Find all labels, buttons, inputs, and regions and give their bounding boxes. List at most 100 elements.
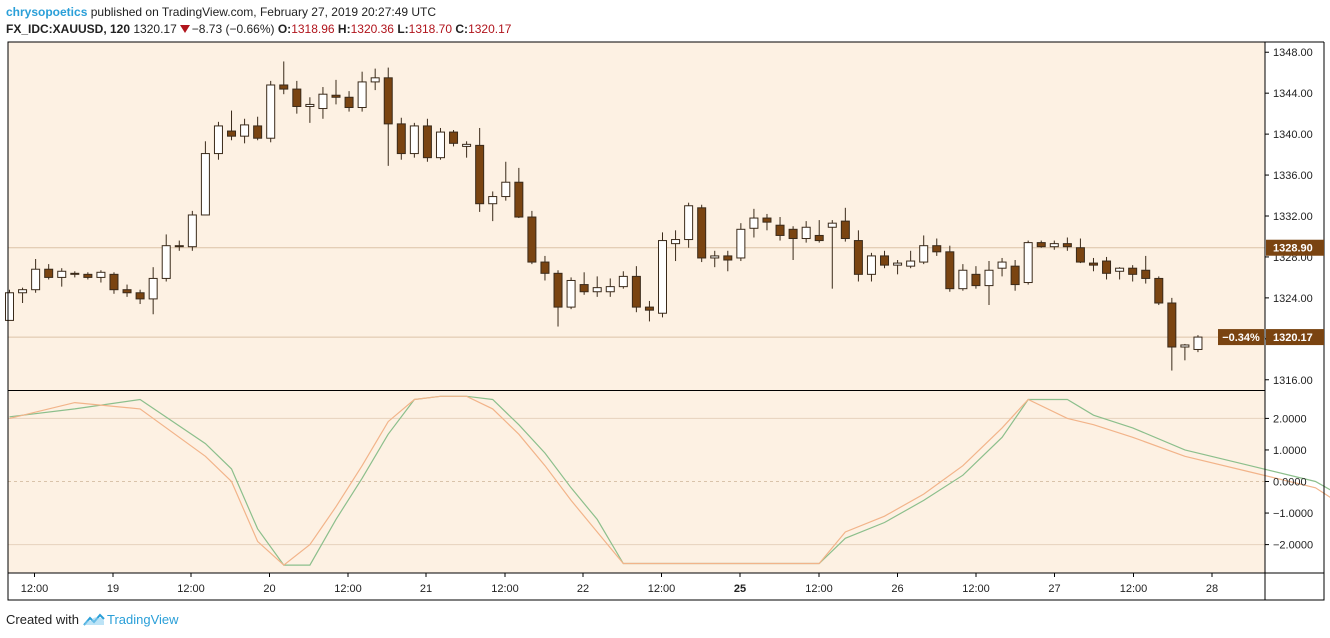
candle-down — [971, 273, 981, 287]
candle-up — [893, 262, 903, 266]
candle-up — [997, 261, 1007, 269]
time-tick-label: 27 — [1048, 583, 1060, 595]
created-with-text: Created with — [6, 612, 79, 627]
price-tick-label: 1344.00 — [1273, 88, 1313, 100]
candle-down — [762, 217, 772, 223]
candle-down — [853, 240, 863, 275]
time-axis[interactable]: 12:00 19 12:00 20 12:00 21 12:00 22 12:00 25 12:00… — [21, 573, 1218, 595]
candle-up — [187, 214, 197, 248]
down-arrow-icon — [179, 25, 190, 33]
candle-up — [213, 125, 223, 155]
indicator-tick-label: 1.0000 — [1273, 445, 1307, 457]
candle-up — [684, 205, 694, 241]
price-tick-label: 1332.00 — [1273, 211, 1313, 223]
candle-down — [422, 125, 432, 159]
candle-down — [44, 268, 54, 278]
close-value: 1320.17 — [468, 22, 512, 36]
candle-up — [266, 84, 276, 139]
high-label: H: — [337, 22, 351, 36]
stoch-d-line — [9, 395, 1330, 566]
candle-up — [462, 143, 472, 147]
time-tick-label: 12:00 — [648, 583, 676, 595]
indicator-tick-label: 2.0000 — [1273, 413, 1307, 425]
time-tick-label: 12:00 — [334, 583, 362, 595]
price-tag-box — [1266, 329, 1324, 346]
candle-up — [200, 153, 210, 216]
candle-up — [96, 271, 106, 278]
candle-up — [958, 269, 968, 290]
open-value: 1318.96 — [291, 22, 335, 36]
candle-down — [70, 272, 80, 275]
candle-down — [1036, 242, 1046, 248]
candle-down — [1167, 302, 1177, 348]
candle-down — [697, 207, 707, 259]
price-tag-label: 1320.17 — [1273, 332, 1313, 344]
candle-up — [658, 240, 667, 314]
candle-up — [409, 125, 419, 155]
tradingview-brand[interactable]: TradingView — [106, 612, 179, 627]
candle-down — [344, 96, 354, 109]
candle-up — [566, 279, 576, 308]
candle-up — [1115, 267, 1125, 272]
indicator-axis[interactable]: 2.0000 1.0000 0.0000 −1.0000 −2.0000 — [1265, 413, 1313, 552]
candle-down — [631, 275, 641, 308]
candle-up — [31, 268, 41, 291]
footer: Created with TradingView — [6, 612, 179, 630]
open-label: O: — [277, 22, 292, 36]
candle-down — [553, 272, 563, 308]
candle-up — [370, 77, 380, 83]
time-tick-label: 12:00 — [805, 583, 833, 595]
time-tick-label: 22 — [577, 583, 589, 595]
time-tick-label: 28 — [1206, 583, 1218, 595]
candle-down — [514, 181, 524, 218]
candle-down — [579, 284, 589, 293]
candle-down — [1075, 247, 1085, 263]
candle-up — [488, 196, 498, 205]
candle-down — [945, 251, 955, 290]
candle-up — [305, 103, 315, 107]
candle-down — [527, 216, 537, 263]
candles-layer — [5, 61, 1203, 371]
candle-down — [292, 88, 302, 107]
candle-up — [710, 255, 720, 259]
price-tag-label: 1328.90 — [1273, 243, 1313, 255]
author-name[interactable]: chrysopoetics — [6, 5, 88, 19]
candle-down — [331, 94, 341, 98]
indicator-pane-background — [8, 390, 1265, 573]
candle-up — [801, 226, 811, 240]
candle-down — [1128, 267, 1138, 275]
last-price: 1320.17 — [133, 22, 177, 36]
chart-frame — [7, 41, 1325, 601]
candle-up — [984, 269, 994, 287]
candle-down — [840, 220, 850, 240]
candle-down — [1010, 265, 1020, 286]
candle-up — [1023, 242, 1033, 284]
symbol-name: FX_IDC:XAUUSD, 120 — [6, 22, 131, 36]
tradingview-logo-icon — [83, 613, 105, 630]
high-value: 1320.36 — [350, 22, 394, 36]
time-tick-label: 12:00 — [177, 583, 205, 595]
candle-down — [449, 131, 459, 144]
candle-down — [475, 144, 485, 205]
candle-down — [122, 289, 132, 294]
candle-up — [5, 292, 14, 321]
candle-up — [1193, 336, 1203, 350]
time-tick-label: 25 — [734, 583, 746, 595]
percent-tag-label: −0.34% — [1222, 332, 1260, 344]
indicator-tick-label: −2.0000 — [1273, 540, 1313, 552]
price-tick-label: 1324.00 — [1273, 293, 1313, 305]
candle-up — [736, 228, 746, 259]
time-tick-label: 12:00 — [962, 583, 990, 595]
price-tick-label: 1316.00 — [1273, 375, 1313, 387]
candle-down — [1154, 277, 1164, 304]
candle-down — [135, 292, 145, 300]
candle-up — [618, 275, 628, 288]
candle-up — [148, 277, 158, 300]
candle-down — [932, 245, 942, 253]
price-pane-background — [8, 42, 1265, 390]
grid-layer — [8, 247, 1265, 546]
candle-down — [253, 125, 263, 139]
candle-up — [318, 93, 328, 110]
